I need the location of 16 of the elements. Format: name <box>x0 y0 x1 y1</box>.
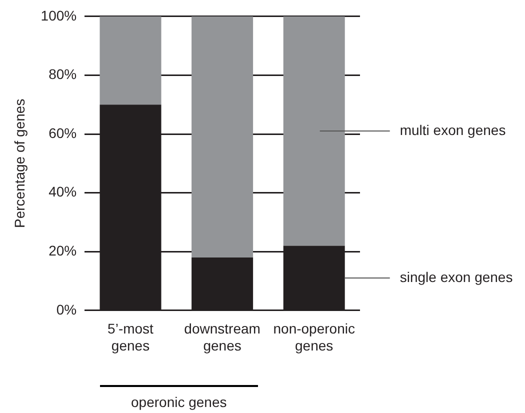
y-tick-label: 0% <box>56 301 77 318</box>
bar <box>192 16 254 258</box>
y-tick-label: 20% <box>48 242 77 258</box>
x-tick-label: non-operonic genes <box>273 320 355 354</box>
y-tick-label: 100% <box>40 7 77 24</box>
text: operonic genes <box>131 394 227 410</box>
x-tick-label: downstream genes <box>184 320 260 354</box>
y-tick-label: 60% <box>48 124 77 141</box>
text: multi exon genes <box>400 122 506 138</box>
y-tick-label: 40% <box>48 184 77 200</box>
text: single exon genes <box>400 268 513 285</box>
bar <box>283 16 345 246</box>
y-tick-label: 80% <box>48 66 77 82</box>
y-axis-title: Percentage of genes <box>11 98 28 228</box>
bar <box>100 16 162 105</box>
x-tick-label: 5’-most genes <box>108 320 154 354</box>
